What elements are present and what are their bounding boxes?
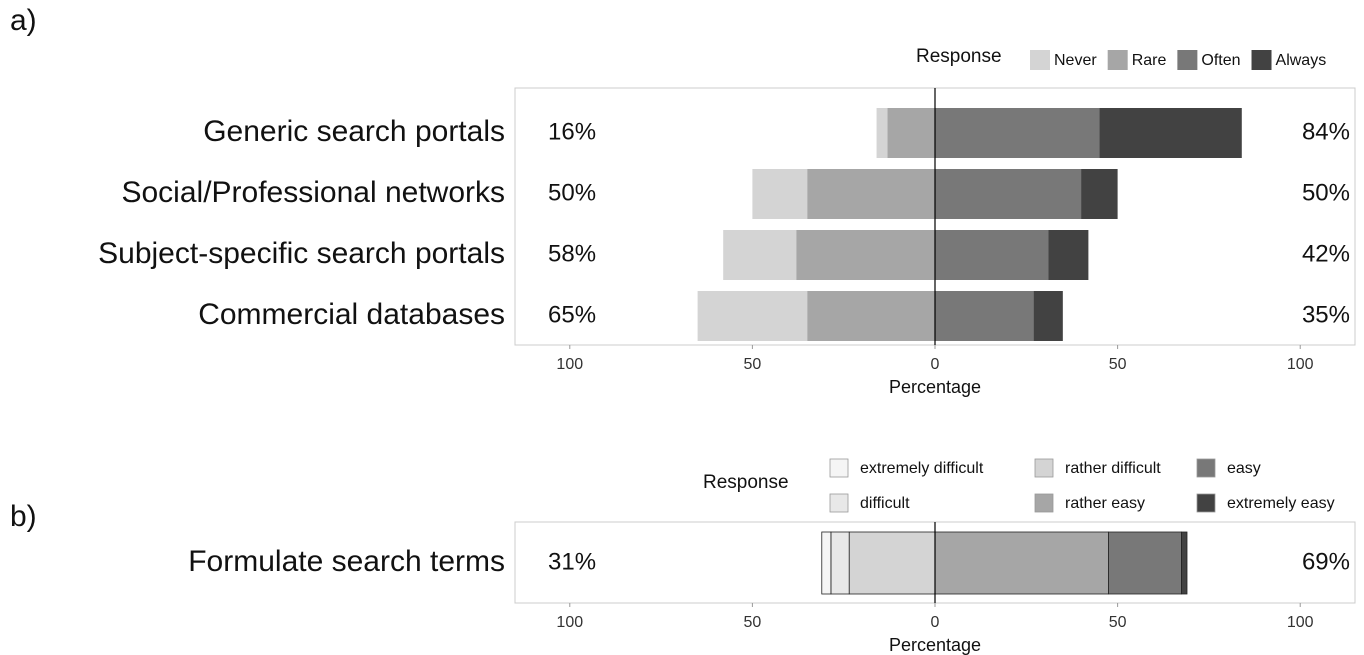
category-label: Subject-specific search portals xyxy=(98,237,505,270)
right-percent: 50% xyxy=(1302,179,1350,206)
x-tick-label: 0 xyxy=(931,614,940,631)
right-percent: 35% xyxy=(1302,301,1350,328)
panel-label: b) xyxy=(10,500,37,533)
x-tick-label: 100 xyxy=(1287,614,1314,631)
bar-segment xyxy=(796,230,935,280)
legend-title: Response xyxy=(703,472,789,493)
legend-label: Often xyxy=(1201,52,1240,69)
left-percent: 58% xyxy=(548,240,596,267)
bar-segment xyxy=(807,291,935,341)
bar-segment xyxy=(830,531,850,595)
x-tick-label: 50 xyxy=(743,356,761,373)
bar-segment xyxy=(876,108,888,158)
right-percent: 42% xyxy=(1302,240,1350,267)
legend-label: extremely difficult xyxy=(860,460,984,477)
legend-title: Response xyxy=(916,46,1002,67)
bar-segment xyxy=(723,230,797,280)
x-axis-label: Percentage xyxy=(889,377,981,397)
legend-swatch xyxy=(1177,50,1198,70)
bar-segment xyxy=(887,108,935,158)
legend-swatch xyxy=(829,458,849,478)
category-label: Formulate search terms xyxy=(188,545,505,578)
category-label: Social/Professional networks xyxy=(121,176,505,209)
legend-label: rather difficult xyxy=(1065,460,1161,477)
legend-swatch xyxy=(1034,493,1054,513)
legend-label: Rare xyxy=(1132,52,1167,69)
left-percent: 50% xyxy=(548,179,596,206)
bar-segment xyxy=(1033,291,1063,341)
bar-segment xyxy=(697,291,808,341)
x-tick-label: 100 xyxy=(1287,356,1314,373)
x-tick-label: 50 xyxy=(743,614,761,631)
bar-segment xyxy=(935,169,1082,219)
bar-segment xyxy=(1099,108,1242,158)
panel-label: a) xyxy=(10,4,37,37)
bar-segment xyxy=(935,230,1049,280)
legend-label: Never xyxy=(1054,52,1097,69)
legend-swatch xyxy=(829,493,849,513)
legend-label: easy xyxy=(1227,460,1261,477)
left-percent: 65% xyxy=(548,301,596,328)
legend-label: Always xyxy=(1276,52,1327,69)
bar-segment xyxy=(934,531,1109,595)
x-tick-label: 0 xyxy=(931,356,940,373)
bar-segment xyxy=(848,531,936,595)
bar-segment xyxy=(935,291,1034,341)
bar-segment xyxy=(1081,169,1118,219)
legend-swatch xyxy=(1030,50,1050,70)
bar-segment xyxy=(1181,531,1188,595)
category-label: Generic search portals xyxy=(203,115,505,148)
legend-swatch xyxy=(1034,458,1054,478)
right-percent: 69% xyxy=(1302,548,1350,575)
legend-label: extremely easy xyxy=(1227,495,1335,512)
bar-segment xyxy=(935,108,1100,158)
bar-segment xyxy=(752,169,808,219)
legend-swatch xyxy=(1196,493,1216,513)
bar-segment xyxy=(821,531,832,595)
bar-segment xyxy=(807,169,935,219)
legend-label: rather easy xyxy=(1065,495,1145,512)
x-axis-label: Percentage xyxy=(889,635,981,655)
legend-swatch xyxy=(1196,458,1216,478)
bar-segment xyxy=(1048,230,1089,280)
x-tick-label: 50 xyxy=(1109,614,1127,631)
legend-label: difficult xyxy=(860,495,910,512)
legend-swatch xyxy=(1251,50,1272,70)
x-tick-label: 50 xyxy=(1109,356,1127,373)
x-tick-label: 100 xyxy=(556,614,583,631)
bar-segment xyxy=(1108,531,1182,595)
x-tick-label: 100 xyxy=(556,356,583,373)
category-label: Commercial databases xyxy=(198,298,505,331)
right-percent: 84% xyxy=(1302,118,1350,145)
left-percent: 16% xyxy=(548,118,596,145)
legend-swatch xyxy=(1107,50,1128,70)
left-percent: 31% xyxy=(548,548,596,575)
